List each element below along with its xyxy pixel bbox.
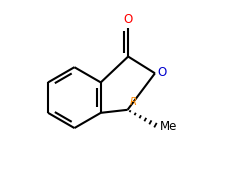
Text: Me: Me [160,120,177,133]
Text: O: O [124,13,133,26]
Text: R: R [129,97,137,107]
Text: O: O [158,66,167,79]
